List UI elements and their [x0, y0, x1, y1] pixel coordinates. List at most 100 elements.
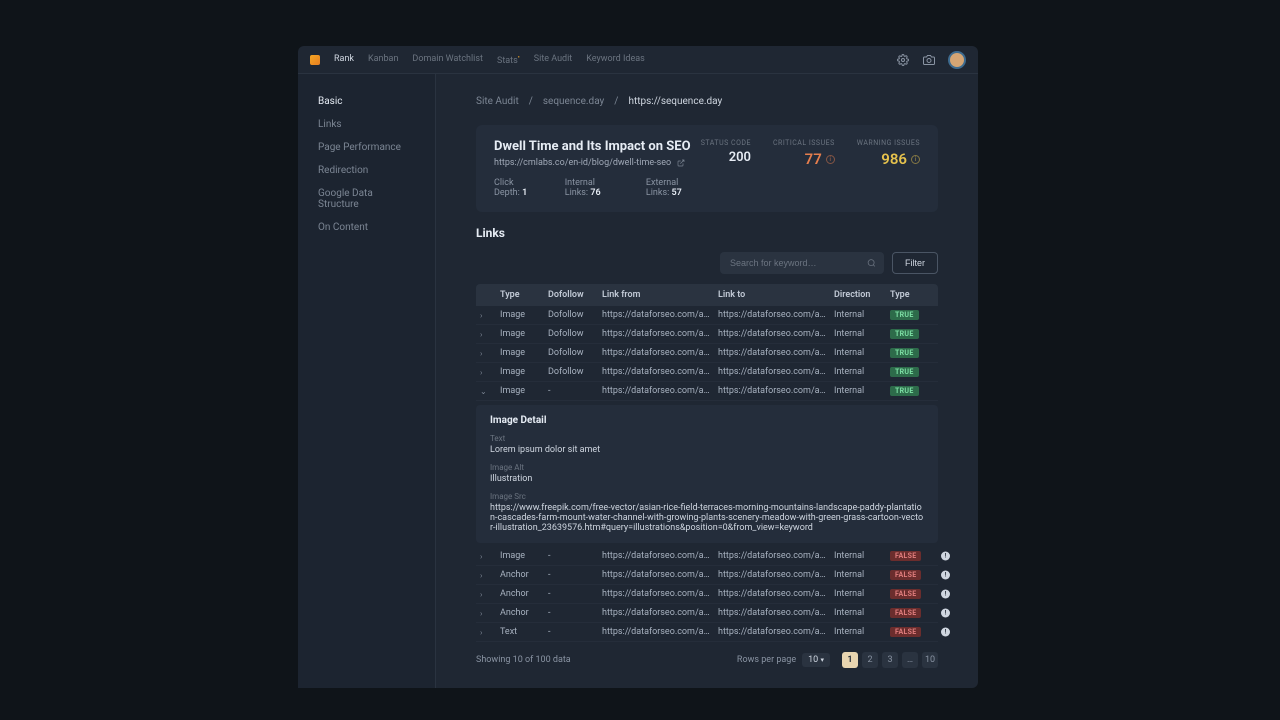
breadcrumb-sep: / [529, 96, 533, 107]
expand-toggle[interactable]: › [480, 628, 500, 637]
expand-toggle[interactable]: › [480, 349, 500, 358]
cell-type: Text [500, 627, 548, 637]
app-window: Rank Kanban Domain Watchlist Stats• Site Aud… [298, 46, 978, 688]
nav-item[interactable]: Keyword Ideas [586, 54, 645, 66]
nav-item[interactable]: Rank [334, 54, 354, 66]
cell-dofollow: - [548, 570, 602, 580]
cell-dofollow: - [548, 627, 602, 637]
cell-link-to: https://dataforseo.com/api… [718, 570, 834, 580]
breadcrumb-item[interactable]: sequence.day [543, 96, 604, 107]
page-number[interactable]: 2 [862, 652, 878, 668]
expand-toggle[interactable]: › [480, 311, 500, 320]
warning-icon[interactable]: ! [941, 628, 950, 637]
breadcrumb: Site Audit / sequence.day / https://sequ… [476, 96, 938, 107]
warning-icon[interactable]: ! [941, 609, 950, 618]
page-number[interactable]: 1 [842, 652, 858, 668]
sidebar-item[interactable]: Basic [298, 90, 435, 113]
filter-button[interactable]: Filter [892, 252, 938, 274]
table-body: ›ImageDofollowhttps://dataforseo.com/api… [476, 306, 938, 642]
col-type: Type [500, 290, 548, 300]
logo [310, 55, 320, 65]
info-icon[interactable]: i [911, 155, 920, 164]
cell-dofollow: Dofollow [548, 367, 602, 377]
cell-dofollow: - [548, 608, 602, 618]
cell-badge: TRUE [890, 367, 934, 377]
nav-item[interactable]: Stats• [497, 54, 520, 66]
cell-type: Image [500, 329, 548, 339]
cell-badge: TRUE [890, 329, 934, 339]
cell-link-to: https://dataforseo.com/api… [718, 589, 834, 599]
expand-toggle[interactable]: ⌄ [480, 387, 500, 396]
cell-type: Image [500, 551, 548, 561]
chevron-down-icon: ▾ [820, 656, 824, 664]
cell-dofollow: - [548, 589, 602, 599]
page-number[interactable]: 3 [882, 652, 898, 668]
header-right: STATUS CODE 200 CRITICAL ISSUES 77i WARN… [701, 139, 920, 198]
cell-type: Image [500, 348, 548, 358]
col-type2: Type [890, 290, 934, 300]
warning-icon[interactable]: ! [941, 571, 950, 580]
breadcrumb-item[interactable]: Site Audit [476, 96, 519, 107]
expand-toggle[interactable]: › [480, 609, 500, 618]
sidebar-item[interactable]: Google Data Structure [298, 182, 435, 216]
cell-link-to: https://dataforseo.com/api… [718, 551, 834, 561]
cell-link-from: https://dataforseo.com/api… [602, 551, 718, 561]
page-title: Dwell Time and Its Impact on SEO [494, 139, 701, 154]
cell-link-to: https://dataforseo.com/api… [718, 627, 834, 637]
info-icon[interactable]: i [826, 155, 835, 164]
warning-icon[interactable]: ! [941, 552, 950, 561]
warning-icon[interactable]: ! [941, 590, 950, 599]
expand-toggle[interactable]: › [480, 330, 500, 339]
rows-per-page: Rows per page 10 ▾ [737, 653, 830, 667]
stat-critical: CRITICAL ISSUES 77i [773, 139, 835, 168]
cell-badge: FALSE [890, 570, 934, 580]
page-number[interactable]: 10 [922, 652, 938, 668]
detail-text-value: Lorem ipsum dolor sit amet [490, 445, 924, 455]
nav-item[interactable]: Domain Watchlist [412, 54, 483, 66]
gear-icon[interactable] [896, 53, 910, 67]
expand-toggle[interactable]: › [480, 571, 500, 580]
search-wrap [720, 252, 884, 274]
cell-direction: Internal [834, 608, 890, 618]
search-input[interactable] [720, 252, 884, 274]
sidebar-item[interactable]: Page Performance [298, 136, 435, 159]
avatar[interactable] [948, 51, 966, 69]
sidebar-item[interactable]: Redirection [298, 159, 435, 182]
cell-dofollow: - [548, 386, 602, 396]
detail-text-label: Text [490, 434, 924, 443]
expand-toggle[interactable]: › [480, 590, 500, 599]
table-row: ›Anchor-https://dataforseo.com/api…https… [476, 604, 938, 623]
page-numbers: 123…10 [842, 652, 938, 668]
sidebar-item[interactable]: Links [298, 113, 435, 136]
search-row: Filter [476, 252, 938, 274]
cell-link-from: https://dataforseo.com/api… [602, 627, 718, 637]
table-row: ›Text-https://dataforseo.com/api…https:/… [476, 623, 938, 642]
cell-dofollow: Dofollow [548, 329, 602, 339]
main: Site Audit / sequence.day / https://sequ… [436, 74, 978, 688]
col-link-from: Link from [602, 290, 718, 300]
page-url[interactable]: https://cmlabs.co/en-id/blog/dwell-time-… [494, 158, 701, 168]
stat-label: WARNING ISSUES [857, 139, 920, 147]
sidebar-item[interactable]: On Content [298, 216, 435, 239]
rows-label: Rows per page [737, 655, 796, 665]
expand-toggle[interactable]: › [480, 552, 500, 561]
camera-icon[interactable] [922, 53, 936, 67]
cell-type: Image [500, 310, 548, 320]
cell-direction: Internal [834, 386, 890, 396]
expand-toggle[interactable]: › [480, 368, 500, 377]
cell-link-from: https://dataforseo.com/api… [602, 329, 718, 339]
detail-src-label: Image Src [490, 492, 924, 501]
cell-direction: Internal [834, 627, 890, 637]
nav-item[interactable]: Site Audit [534, 54, 572, 66]
rows-select[interactable]: 10 ▾ [802, 653, 830, 667]
nav-item[interactable]: Kanban [368, 54, 398, 66]
cell-direction: Internal [834, 570, 890, 580]
cell-direction: Internal [834, 310, 890, 320]
stat-warning: WARNING ISSUES 986i [857, 139, 920, 168]
internal-links-count: Internal Links: 76 [565, 178, 618, 198]
topnav: Rank Kanban Domain Watchlist Stats• Site Aud… [334, 54, 645, 66]
cell-badge: FALSE [890, 589, 934, 599]
pager: Showing 10 of 100 data Rows per page 10 … [476, 652, 938, 668]
cell-badge: FALSE [890, 551, 934, 561]
page-url-text: https://cmlabs.co/en-id/blog/dwell-time-… [494, 158, 671, 168]
